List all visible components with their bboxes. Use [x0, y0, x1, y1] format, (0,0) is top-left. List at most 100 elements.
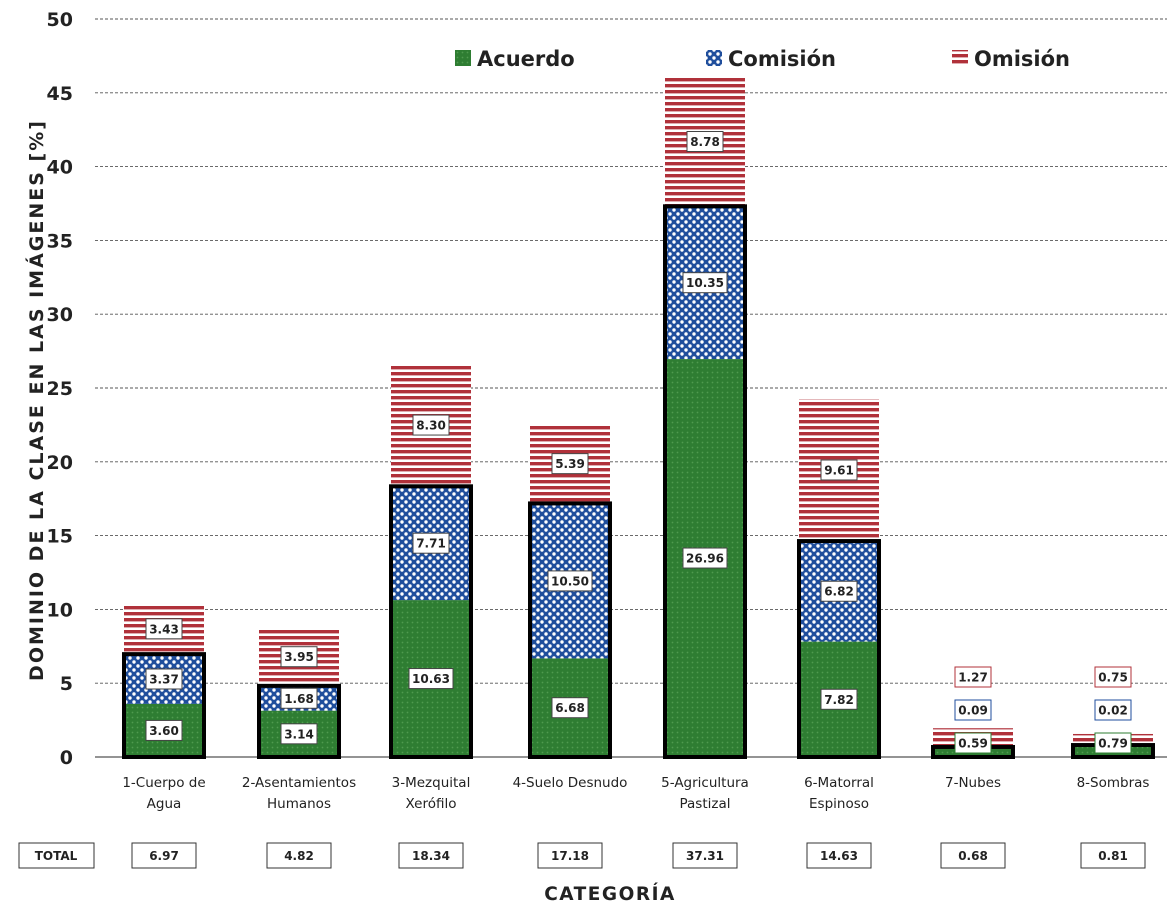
x-category-label: 4-Suelo Desnudo [513, 775, 628, 791]
y-tick-label: 10 [47, 599, 73, 621]
legend-swatch-comision [706, 50, 722, 66]
data-label-box [1094, 732, 1132, 754]
y-tick-label: 5 [60, 673, 73, 695]
data-label: 10.63 [412, 672, 450, 686]
total-value: 0.68 [958, 849, 988, 863]
total-value: 6.97 [149, 849, 179, 863]
total-value: 18.34 [412, 849, 450, 863]
total-value-box [131, 842, 197, 869]
y-axis-title: DOMINIO DE LA CLASE EN LAS IMÁGENES [%] [25, 119, 48, 681]
x-axis-categories: 1-Cuerpo de Agua 2-Asentamientos Humanos 3-M… [122, 775, 1149, 812]
total-value-box [940, 842, 1006, 869]
legend-swatch-acuerdo [455, 50, 471, 66]
data-label: 10.50 [551, 574, 589, 588]
data-label-box [1094, 666, 1132, 688]
data-label: 3.37 [149, 672, 179, 686]
y-tick-label: 50 [47, 9, 73, 31]
data-label-box [408, 668, 454, 690]
total-value: 37.31 [686, 849, 724, 863]
data-label: 5.39 [555, 457, 585, 471]
x-category-label: 2-Asentamientos [242, 775, 356, 791]
y-tick-label: 25 [47, 378, 73, 400]
data-label-box [551, 697, 589, 719]
total-value: 17.18 [551, 849, 589, 863]
data-label: 0.02 [1098, 704, 1128, 718]
x-category-label: 3-Mezquital [392, 775, 471, 791]
legend: Acuerdo Comisión Omisión [455, 47, 1070, 71]
y-tick-label: 20 [47, 452, 73, 474]
y-tick-label: 15 [47, 526, 73, 548]
x-category-label: Xerófilo [406, 796, 457, 812]
data-label: 3.14 [284, 727, 314, 741]
data-label-box [280, 723, 318, 745]
data-label-box [686, 131, 724, 153]
total-header-box [18, 842, 95, 869]
y-tick-label: 40 [47, 157, 73, 179]
data-label: 3.60 [149, 724, 179, 738]
bar-total-outline [663, 204, 747, 760]
x-category-label: 5-Agricultura [661, 775, 749, 791]
x-axis-title: CATEGORÍA [544, 883, 676, 905]
data-label: 3.95 [284, 650, 314, 664]
data-label: 6.68 [555, 701, 585, 715]
data-label: 6.82 [824, 585, 854, 599]
data-label-box [820, 580, 858, 602]
total-value: 0.81 [1098, 849, 1128, 863]
data-label: 26.96 [686, 552, 724, 566]
data-label-box [551, 453, 589, 475]
data-label-box [280, 687, 318, 709]
data-label: 8.30 [416, 419, 446, 433]
x-category-label: Espinoso [809, 796, 869, 812]
total-value-box [1080, 842, 1146, 869]
total-value-box [806, 842, 872, 869]
data-label-box [547, 570, 593, 592]
legend-label: Comisión [728, 47, 836, 71]
data-label: 9.61 [824, 463, 854, 477]
total-header-label: TOTAL [35, 849, 78, 863]
data-label-box [145, 668, 183, 690]
y-tick-label: 0 [60, 747, 73, 769]
total-value-box [398, 842, 464, 869]
data-label-box [145, 618, 183, 640]
data-label-box [820, 459, 858, 481]
data-label-box [145, 719, 183, 741]
data-label: 3.43 [149, 622, 179, 636]
y-tick-label: 30 [47, 304, 73, 326]
total-outlines [122, 204, 1155, 760]
bars [124, 76, 1153, 757]
data-label: 7.82 [824, 693, 854, 707]
data-label-box [954, 666, 992, 688]
data-label-box [954, 732, 992, 754]
data-label: 0.59 [958, 737, 988, 751]
y-tick-label: 45 [47, 83, 73, 105]
bar-total-outline [257, 683, 341, 760]
bar-total-outline [528, 501, 612, 759]
data-label: 7.71 [416, 537, 446, 551]
x-category-label: 7-Nubes [945, 775, 1001, 791]
x-category-label: Humanos [267, 796, 331, 812]
legend-label: Omisión [974, 47, 1070, 71]
data-label-box [412, 532, 450, 554]
total-value: 4.82 [284, 849, 314, 863]
data-label-box [682, 547, 728, 569]
data-label: 10.35 [686, 276, 724, 290]
legend-swatch-omision [952, 50, 968, 66]
total-value-box [537, 842, 603, 869]
bar-total-outline [797, 539, 881, 760]
data-label: 0.79 [1098, 737, 1128, 751]
total-value: 14.63 [820, 849, 858, 863]
data-label-box [1094, 699, 1132, 721]
x-category-label: 1-Cuerpo de [122, 775, 205, 791]
y-axis-ticks: 0 5 10 15 20 25 30 35 40 45 50 [47, 9, 73, 769]
data-label-box [954, 699, 992, 721]
data-label: 1.68 [284, 692, 314, 706]
data-label: 0.75 [1098, 671, 1128, 685]
data-label: 8.78 [690, 135, 720, 149]
data-label: 0.09 [958, 704, 988, 718]
x-category-label: 6-Matorral [804, 775, 874, 791]
bar-total-outline [122, 652, 206, 759]
data-label-box [682, 272, 728, 294]
totals-row: TOTAL 6.97 4.82 18.34 17.18 37.31 14.63 0.68 0.8… [18, 842, 1146, 869]
total-value-box [266, 842, 332, 869]
